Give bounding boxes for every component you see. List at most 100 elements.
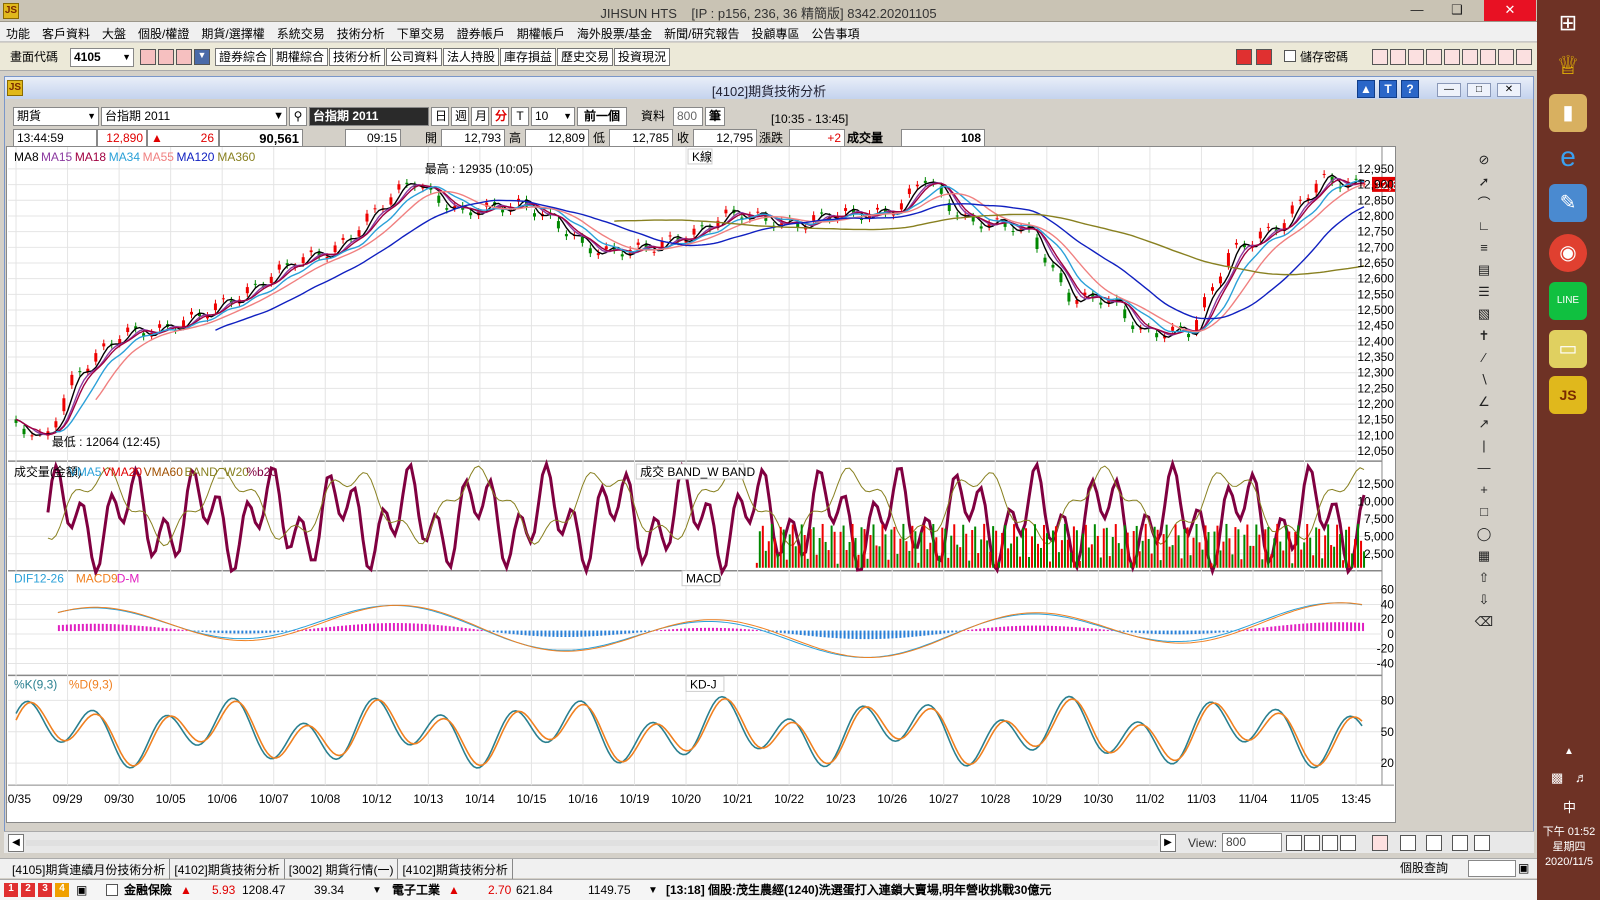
interval-select[interactable]: 10 ▼ [531,107,575,126]
tab-4102[interactable]: [4102]期貨技術分析 [170,859,285,880]
bars-icon[interactable]: ☰ [1478,284,1490,299]
menu-item[interactable]: 海外股票/基金 [576,27,653,41]
sticky-notes-icon[interactable]: ▭ [1549,330,1587,368]
settings-icon[interactable] [1474,835,1490,851]
grid-icon[interactable]: ▤ [1477,262,1491,277]
menu-item[interactable]: 新聞/研究報告 [664,27,740,41]
scroll-left-icon[interactable]: ◀ [8,834,24,852]
cursor-icon[interactable]: ➚ [1478,174,1490,189]
magnifier-icon[interactable]: ⚲ [289,107,307,126]
fibonacci-icon[interactable]: ▦ [1477,548,1491,563]
window-icon[interactable] [158,49,174,65]
zoom-in-icon[interactable] [1286,835,1302,851]
screen-2-icon[interactable]: 2 [21,883,35,897]
search-icon[interactable] [140,49,156,65]
company-info-button[interactable]: 公司資料 [386,48,443,66]
menu-item[interactable]: 大盤 [102,27,127,41]
fan-icon[interactable]: ∟ [1477,218,1491,233]
period-minute-button[interactable]: 分 [491,107,509,126]
indicator-icon[interactable] [1372,835,1388,851]
period-week-button[interactable]: 週 [451,107,469,126]
tab-4105[interactable]: [4105]期貨連續月份技術分析 [8,859,171,880]
period-day-button[interactable]: 日 [431,107,449,126]
news-ticker[interactable]: [13:18] 個股:茂生農經(1240)洗選蛋打入連鎖大賣場,明年營收挑戰30… [666,883,1052,897]
up-arrow-icon[interactable]: ⇧ [1478,570,1490,585]
view-input[interactable]: 800 [1222,833,1282,852]
tool-icon[interactable] [1444,49,1460,65]
chrome-icon[interactable]: ◉ [1549,234,1587,272]
restore-icon[interactable]: ❑ [1451,2,1463,17]
inventory-pl-button[interactable]: 庫存損益 [500,48,557,66]
ie-icon[interactable]: e [1560,141,1576,172]
window-close-icon[interactable]: ✕ [1497,83,1521,97]
scroll-right-icon[interactable]: ▶ [1160,834,1176,852]
alert-icon[interactable]: ▲ [1357,80,1375,98]
ticker-dropdown-icon[interactable]: ▼ [372,885,382,896]
market-select[interactable]: 期貨 ▼ [13,107,99,126]
paint-icon[interactable]: ✎ [1549,184,1587,222]
lock-icon[interactable]: ▣ [76,883,88,897]
institutional-holdings-button[interactable]: 法人持股 [443,48,500,66]
windows-start-icon[interactable]: ⊞ [1558,10,1578,35]
eraser-icon[interactable]: ⌫ [1474,614,1494,629]
refresh-icon[interactable] [1340,835,1356,851]
period-tick-button[interactable]: T [511,107,529,126]
arc-icon[interactable]: ⌒ [1477,196,1491,211]
tool-icon[interactable] [1372,49,1388,65]
menu-item[interactable]: 證券帳戶 [456,27,505,41]
horizontal-scrollbar[interactable] [26,840,1158,846]
technical-analysis-button[interactable]: 技術分析 [329,48,386,66]
network-icon[interactable]: ▩ [1551,770,1564,785]
period-month-button[interactable]: 月 [471,107,489,126]
ime-indicator[interactable]: 中 [1563,800,1577,815]
jihsun-icon[interactable]: JS [1549,376,1587,414]
tab-3002[interactable]: [3002] 期貨行情(一) [285,859,399,880]
line-icon[interactable]: LINE [1549,282,1587,320]
pattern-icon[interactable]: ▧ [1477,306,1491,321]
tool-icon[interactable] [1498,49,1514,65]
crosshair-icon[interactable]: + [1480,482,1488,497]
angle-icon[interactable]: ∠ [1478,394,1490,409]
tool-icon[interactable] [1480,49,1496,65]
magnify-icon[interactable] [1322,835,1338,851]
volume-icon[interactable]: ♬ [1575,770,1588,785]
dropdown-icon[interactable]: ▼ [194,49,210,65]
gann-icon[interactable]: ✝ [1478,328,1490,343]
parallel-icon[interactable]: ≡ [1480,240,1488,255]
ticker-dropdown-icon[interactable]: ▼ [648,885,658,896]
save-password-checkbox[interactable] [1284,50,1296,62]
folder-icon[interactable]: ▮ [1549,94,1587,132]
ticker-checkbox[interactable] [106,884,118,896]
clear-icon[interactable]: ⊘ [1478,152,1490,167]
ray-icon[interactable]: ↗ [1478,416,1490,431]
zoom-out-icon[interactable] [1304,835,1320,851]
arrow-right-icon[interactable] [1256,49,1272,65]
data-count-input[interactable]: 800 [673,107,703,126]
tool-icon[interactable] [1390,49,1406,65]
close-icon[interactable]: ✕ [1484,0,1536,21]
technical-chart[interactable]: 最高 : 12935 (10:05) 最低 : 12064 (12:45) 12,8… [6,146,1396,823]
tool-icon[interactable] [1516,49,1532,65]
history-trades-button[interactable]: 歷史交易 [557,48,614,66]
window-minimize-icon[interactable]: — [1437,83,1461,97]
screen-3-icon[interactable]: 3 [38,883,52,897]
previous-button[interactable]: 前一個 [577,107,627,126]
menu-item[interactable]: 功能 [6,27,31,41]
help-icon[interactable]: ? [1401,80,1419,98]
menu-item[interactable]: 期貨/選擇權 [201,27,265,41]
menu-item[interactable]: 客戶資料 [42,27,91,41]
screen-code-input[interactable]: 4105 ▼ [70,48,134,67]
system-clock[interactable]: 下午 01:52 星期四 2020/11/5 [1542,826,1596,868]
pen-icon[interactable] [1452,835,1468,851]
crown-icon[interactable]: ♕ [1556,50,1580,80]
symbol-input[interactable]: 台指期 2011 ▼ [101,107,287,126]
tool-icon[interactable] [1426,49,1442,65]
menu-item[interactable]: 投顧專區 [751,27,800,41]
tool-icon[interactable] [1462,49,1478,65]
investment-status-button[interactable]: 投資現況 [614,48,671,66]
tray-up-icon[interactable]: ▲ [1564,746,1574,757]
menu-item[interactable]: 個股/權證 [138,27,190,41]
futures-summary-button[interactable]: 期權綜合 [272,48,329,66]
copy-icon[interactable] [1400,835,1416,851]
ellipse-icon[interactable]: ◯ [1476,526,1492,541]
